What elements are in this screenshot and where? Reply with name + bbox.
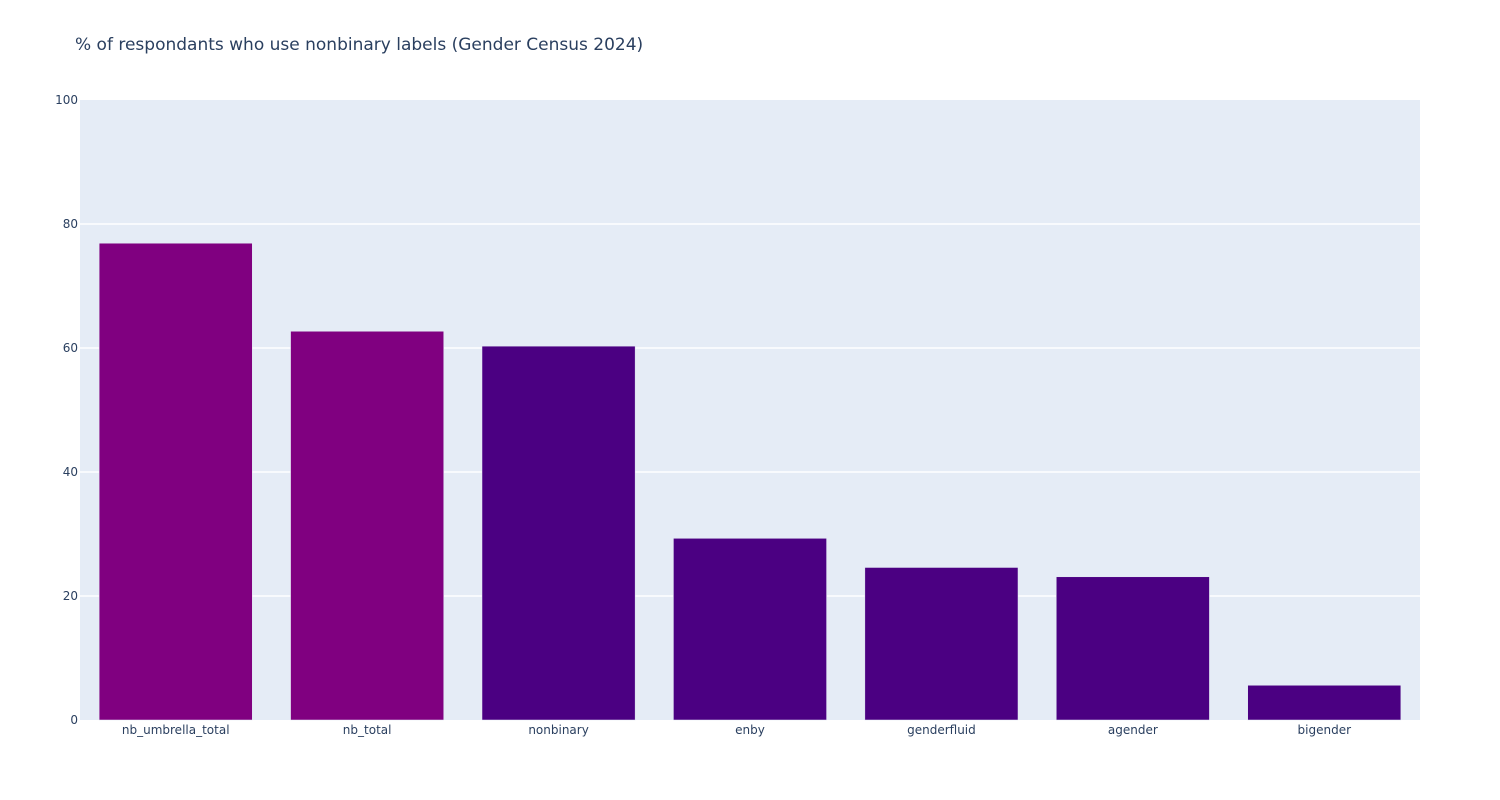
x-tick-label: nb_total [343, 723, 392, 737]
bar-nb-umbrella-total [98, 242, 253, 721]
y-tick-label: 80 [63, 217, 78, 231]
bar-genderfluid [864, 567, 1019, 721]
x-tick-label: genderfluid [907, 723, 976, 737]
y-tick-label: 100 [55, 93, 78, 107]
x-axis-ticks: nb_umbrella_total nb_total nonbinary enby ge… [122, 723, 1351, 737]
bar-agender [1056, 576, 1210, 721]
x-tick-label: agender [1108, 723, 1158, 737]
x-tick-label: enby [735, 723, 765, 737]
x-tick-label: bigender [1298, 723, 1352, 737]
bar-nb-total [290, 331, 444, 721]
y-axis-ticks: 0 20 40 60 80 100 [55, 93, 78, 727]
bars [98, 242, 1402, 721]
bar-enby [673, 538, 827, 721]
y-tick-label: 20 [63, 589, 78, 603]
y-tick-label: 0 [70, 713, 78, 727]
bar-bigender [1247, 685, 1402, 721]
x-tick-label: nb_umbrella_total [122, 723, 230, 737]
bar-nonbinary [481, 345, 636, 721]
chart-title: % of respondants who use nonbinary label… [75, 35, 643, 55]
y-tick-label: 60 [63, 341, 78, 355]
y-tick-label: 40 [63, 465, 78, 479]
x-tick-label: nonbinary [528, 723, 589, 737]
